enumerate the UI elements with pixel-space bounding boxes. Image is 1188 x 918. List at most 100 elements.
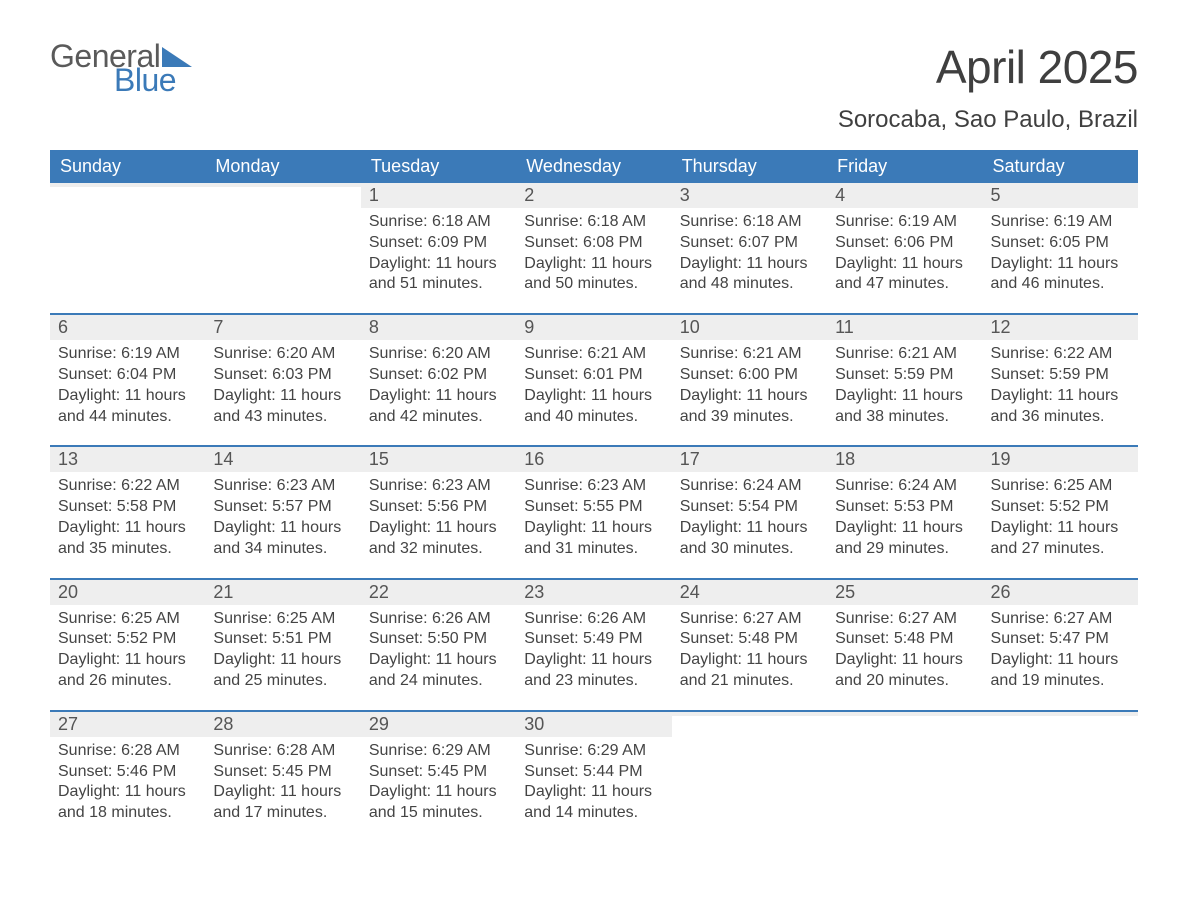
day-number: 28: [205, 710, 360, 737]
day-info-line: Daylight: 11 hours: [835, 518, 974, 539]
day-info: [827, 737, 982, 759]
weekday-header: Friday: [827, 150, 982, 183]
day-info-line: and 34 minutes.: [213, 539, 352, 560]
day-info-line: Daylight: 11 hours: [991, 650, 1130, 671]
day-info-line: Daylight: 11 hours: [58, 650, 197, 671]
day-info: [50, 208, 205, 230]
day-number: 24: [672, 578, 827, 605]
day-info: [205, 208, 360, 230]
day-info-line: Daylight: 11 hours: [369, 518, 508, 539]
day-info-line: Sunrise: 6:21 AM: [680, 344, 819, 365]
day-number: 15: [361, 445, 516, 472]
day-info-line: Daylight: 11 hours: [58, 518, 197, 539]
day-info-line: Daylight: 11 hours: [369, 386, 508, 407]
day-number: 23: [516, 578, 671, 605]
day-info-line: Sunrise: 6:28 AM: [213, 741, 352, 762]
day-info-line: Daylight: 11 hours: [680, 386, 819, 407]
day-info-line: Sunrise: 6:21 AM: [835, 344, 974, 365]
weekday-header-row: SundayMondayTuesdayWednesdayThursdayFrid…: [50, 150, 1138, 183]
day-info-line: Sunrise: 6:20 AM: [213, 344, 352, 365]
day-info-line: Sunset: 5:52 PM: [991, 497, 1130, 518]
day-info-line: Sunrise: 6:29 AM: [524, 741, 663, 762]
day-info-line: Daylight: 11 hours: [680, 518, 819, 539]
weekday-header: Thursday: [672, 150, 827, 183]
logo: General Blue: [50, 40, 194, 96]
day-info-line: and 20 minutes.: [835, 671, 974, 692]
header: General Blue April 2025 Sorocaba, Sao Pa…: [50, 40, 1138, 144]
day-info-line: Daylight: 11 hours: [524, 518, 663, 539]
day-info-line: Sunset: 5:47 PM: [991, 629, 1130, 650]
day-info-line: and 46 minutes.: [991, 274, 1130, 295]
day-info: [983, 737, 1138, 759]
day-number: [983, 710, 1138, 716]
day-info-line: Sunrise: 6:22 AM: [991, 344, 1130, 365]
day-info-line: Sunrise: 6:18 AM: [369, 212, 508, 233]
day-info: [672, 737, 827, 759]
day-number: [205, 183, 360, 187]
day-info-line: Sunrise: 6:19 AM: [835, 212, 974, 233]
day-info-line: Daylight: 11 hours: [524, 254, 663, 275]
day-info-line: and 14 minutes.: [524, 803, 663, 824]
day-info: Sunrise: 6:22 AMSunset: 5:58 PMDaylight:…: [50, 472, 205, 577]
day-info-line: Sunset: 6:02 PM: [369, 365, 508, 386]
logo-blue-text: Blue: [114, 64, 194, 96]
day-info-row: Sunrise: 6:28 AMSunset: 5:46 PMDaylight:…: [50, 737, 1138, 842]
day-info: Sunrise: 6:25 AMSunset: 5:51 PMDaylight:…: [205, 605, 360, 710]
day-info: Sunrise: 6:18 AMSunset: 6:07 PMDaylight:…: [672, 208, 827, 313]
day-info: Sunrise: 6:19 AMSunset: 6:06 PMDaylight:…: [827, 208, 982, 313]
day-info-line: Sunset: 5:59 PM: [991, 365, 1130, 386]
day-info-line: Sunset: 5:55 PM: [524, 497, 663, 518]
day-info: Sunrise: 6:18 AMSunset: 6:09 PMDaylight:…: [361, 208, 516, 313]
day-info-line: Sunrise: 6:21 AM: [524, 344, 663, 365]
day-number: 9: [516, 313, 671, 340]
day-number: [672, 710, 827, 716]
day-info-line: Daylight: 11 hours: [369, 254, 508, 275]
day-info-line: and 15 minutes.: [369, 803, 508, 824]
day-info: Sunrise: 6:29 AMSunset: 5:44 PMDaylight:…: [516, 737, 671, 842]
day-info-line: Daylight: 11 hours: [369, 782, 508, 803]
day-info-line: Sunset: 6:07 PM: [680, 233, 819, 254]
day-info-line: and 27 minutes.: [991, 539, 1130, 560]
day-info-line: Sunset: 6:00 PM: [680, 365, 819, 386]
day-info-line: Daylight: 11 hours: [58, 782, 197, 803]
day-number: 20: [50, 578, 205, 605]
day-info-line: and 44 minutes.: [58, 407, 197, 428]
day-number: 16: [516, 445, 671, 472]
day-info: Sunrise: 6:27 AMSunset: 5:47 PMDaylight:…: [983, 605, 1138, 710]
day-info-line: Sunrise: 6:18 AM: [680, 212, 819, 233]
day-info-row: Sunrise: 6:25 AMSunset: 5:52 PMDaylight:…: [50, 605, 1138, 710]
day-info: Sunrise: 6:24 AMSunset: 5:53 PMDaylight:…: [827, 472, 982, 577]
day-info: Sunrise: 6:27 AMSunset: 5:48 PMDaylight:…: [672, 605, 827, 710]
day-info-line: Daylight: 11 hours: [213, 650, 352, 671]
day-number: 18: [827, 445, 982, 472]
title-block: April 2025 Sorocaba, Sao Paulo, Brazil: [838, 40, 1138, 144]
day-info-line: Daylight: 11 hours: [991, 518, 1130, 539]
day-info-line: Daylight: 11 hours: [213, 518, 352, 539]
day-info-line: Sunrise: 6:28 AM: [58, 741, 197, 762]
day-info-line: Sunrise: 6:19 AM: [991, 212, 1130, 233]
day-info-line: Daylight: 11 hours: [991, 386, 1130, 407]
day-number: 17: [672, 445, 827, 472]
day-info: Sunrise: 6:25 AMSunset: 5:52 PMDaylight:…: [50, 605, 205, 710]
day-info-line: Sunrise: 6:29 AM: [369, 741, 508, 762]
day-number: 29: [361, 710, 516, 737]
day-info-line: and 23 minutes.: [524, 671, 663, 692]
day-info-line: and 18 minutes.: [58, 803, 197, 824]
day-info-line: Sunset: 5:45 PM: [369, 762, 508, 783]
day-info: Sunrise: 6:23 AMSunset: 5:57 PMDaylight:…: [205, 472, 360, 577]
day-info-line: and 48 minutes.: [680, 274, 819, 295]
day-info-line: and 43 minutes.: [213, 407, 352, 428]
day-info-line: Sunset: 6:08 PM: [524, 233, 663, 254]
day-info-line: and 31 minutes.: [524, 539, 663, 560]
day-info: Sunrise: 6:21 AMSunset: 5:59 PMDaylight:…: [827, 340, 982, 445]
day-info-line: Sunrise: 6:25 AM: [213, 609, 352, 630]
day-info-line: Daylight: 11 hours: [835, 650, 974, 671]
day-info: Sunrise: 6:28 AMSunset: 5:45 PMDaylight:…: [205, 737, 360, 842]
day-number: 4: [827, 183, 982, 208]
day-info-line: and 40 minutes.: [524, 407, 663, 428]
day-info-line: Sunrise: 6:19 AM: [58, 344, 197, 365]
calendar-table: SundayMondayTuesdayWednesdayThursdayFrid…: [50, 150, 1138, 842]
day-info-line: Daylight: 11 hours: [369, 650, 508, 671]
day-info-row: Sunrise: 6:22 AMSunset: 5:58 PMDaylight:…: [50, 472, 1138, 577]
day-info-line: Sunrise: 6:27 AM: [835, 609, 974, 630]
